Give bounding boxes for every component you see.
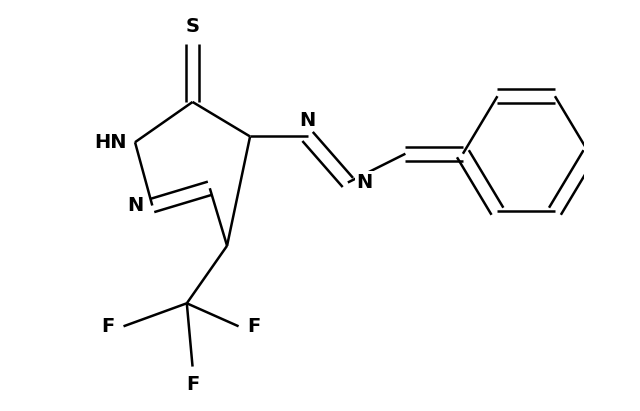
- Text: F: F: [102, 317, 115, 336]
- Text: N: N: [127, 196, 143, 215]
- Text: N: N: [300, 111, 316, 129]
- Text: N: N: [356, 173, 372, 192]
- Text: HN: HN: [94, 133, 126, 152]
- Text: S: S: [186, 17, 200, 36]
- Text: F: F: [247, 317, 260, 336]
- Text: F: F: [186, 375, 199, 394]
